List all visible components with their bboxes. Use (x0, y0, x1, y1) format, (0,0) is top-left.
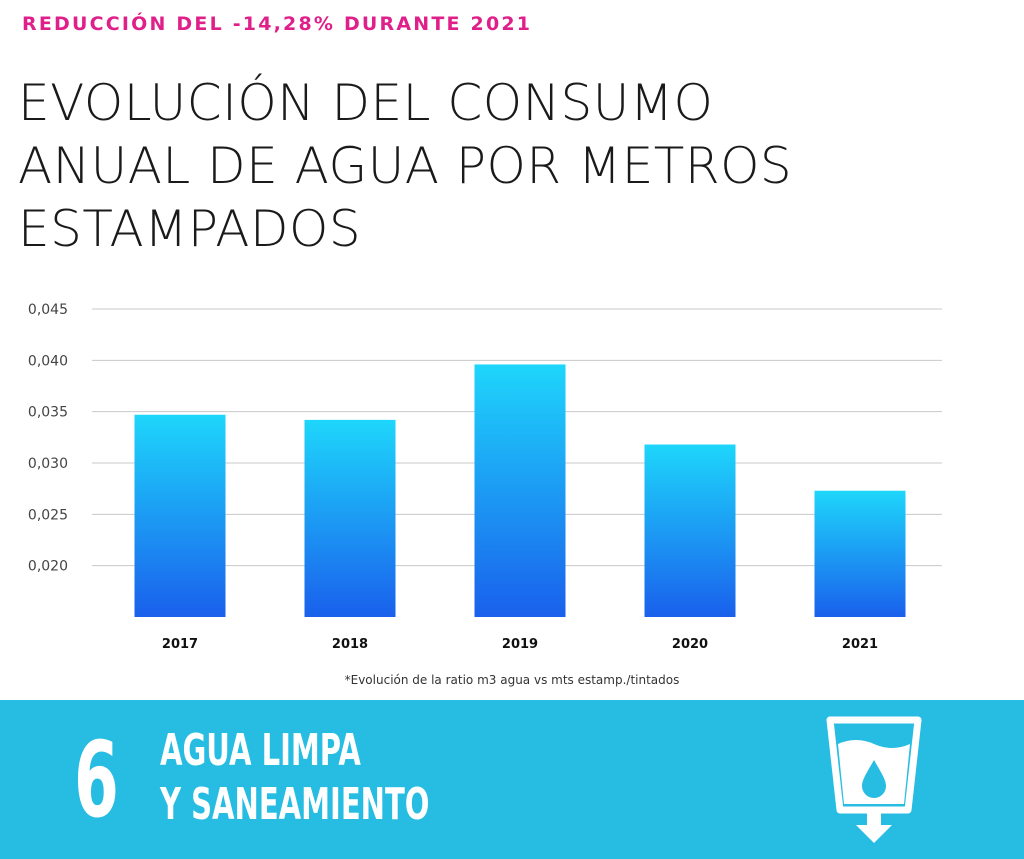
y-tick-label: 0,045 (28, 302, 68, 318)
y-tick-label: 0,020 (28, 559, 68, 575)
kicker-text: REDUCCIÓN DEL -14,28% DURANTE 2021 (22, 13, 533, 35)
bar-chart: 0,045 0,040 0,035 0,030 0,025 0,020 2017 2018 20… (28, 302, 942, 652)
bar-2019 (474, 364, 566, 617)
sdg-banner: 6 AGUA LIMPA Y SANEAMIENTO (0, 700, 1024, 859)
page-title: EVOLUCIÓN DEL CONSUMO ANUAL DE AGUA POR … (18, 72, 918, 261)
bar-2017 (134, 414, 226, 617)
bar-2018 (304, 419, 396, 617)
title-line-1: EVOLUCIÓN DEL CONSUMO (18, 74, 714, 132)
sdg-label: AGUA LIMPA Y SANEAMIENTO (160, 724, 429, 832)
water-glass-icon (826, 716, 922, 843)
sdg-label-line-1: AGUA LIMPA (160, 725, 361, 776)
x-tick-label: 2017 (162, 637, 198, 652)
title-line-3: ESTAMPADOS (18, 200, 362, 258)
bar-2020 (644, 444, 736, 617)
y-tick-label: 0,025 (28, 507, 68, 523)
title-line-2: ANUAL DE AGUA POR METROS (18, 137, 793, 195)
x-tick-label: 2018 (332, 637, 368, 652)
x-tick-label: 2021 (842, 637, 878, 652)
y-tick-label: 0,040 (28, 353, 68, 369)
y-tick-label: 0,035 (28, 405, 68, 421)
chart-footnote: *Evolución de la ratio m3 agua vs mts es… (344, 673, 680, 687)
sdg-number: 6 (74, 719, 119, 841)
bar-2021 (814, 490, 906, 617)
x-tick-label: 2020 (672, 637, 708, 652)
x-tick-label: 2019 (502, 637, 538, 652)
sdg-label-line-2: Y SANEAMIENTO (160, 779, 430, 830)
y-tick-label: 0,030 (28, 456, 68, 472)
